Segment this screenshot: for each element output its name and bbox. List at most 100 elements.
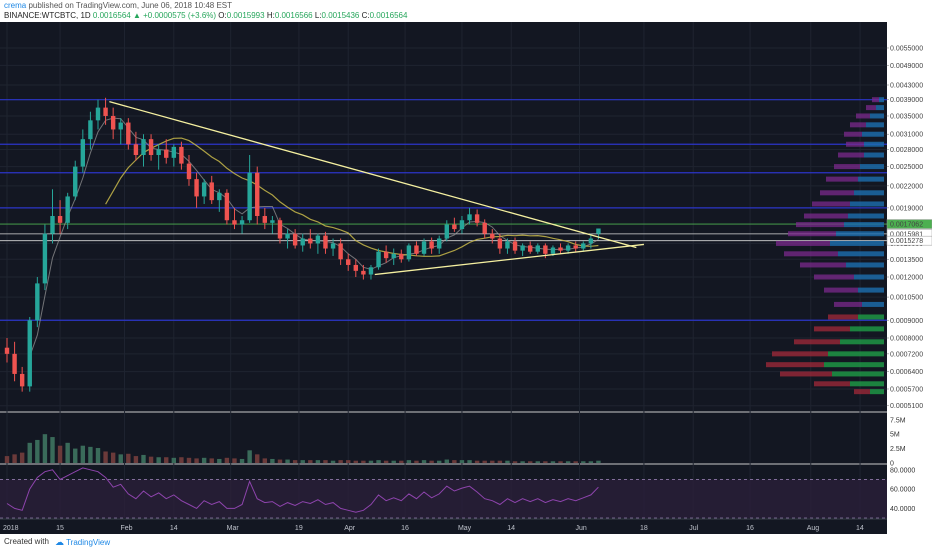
profile-bar-down [812, 201, 850, 207]
volume-bar [444, 459, 449, 463]
volume-bar [133, 456, 139, 463]
price-tick-label: 0.0007200 [890, 351, 923, 358]
candle-body [57, 216, 63, 223]
price-tick-label: 0.0005700 [890, 386, 923, 393]
ma-short-line [29, 117, 599, 357]
profile-bar-down [866, 105, 876, 111]
price-badge-label: 0.0015981 [890, 231, 923, 238]
profile-bar-down [834, 164, 860, 170]
open-label: O: [218, 11, 227, 20]
volume-bar [255, 454, 260, 463]
price-tick-label: 0.0005100 [890, 403, 923, 410]
time-tick-label: 14 [507, 525, 515, 532]
time-tick-label: May [458, 525, 472, 532]
volume-bar [12, 454, 17, 463]
profile-bar-up [876, 105, 884, 111]
price-axis[interactable]: 0.0055000 0.0049000 0.0043000 0.0039000 0.00… [887, 45, 923, 410]
candle-body [376, 251, 381, 268]
low-label: L: [314, 11, 322, 20]
profile-bar-up [879, 97, 884, 103]
profile-bar-up [858, 176, 884, 182]
profile-bar-down [780, 371, 832, 377]
candle-body [164, 149, 169, 158]
profile-bar-up [840, 339, 884, 345]
price-tick-label: 0.0039000 [890, 97, 923, 104]
candle-body [141, 139, 146, 156]
price-tick-label: 0.0012000 [890, 275, 923, 282]
profile-bar-down [850, 122, 866, 128]
high-label: H: [266, 11, 275, 20]
price-tick-label: 0.0031000 [890, 132, 923, 139]
volume-bar [148, 456, 154, 463]
trendlines[interactable] [109, 101, 645, 276]
candle-body [88, 120, 93, 140]
volume-tick-label: 7.5M [890, 417, 906, 424]
price-chart[interactable]: 0.0055000 0.0049000 0.0043000 0.0039000 0.00… [0, 22, 932, 534]
volume-bar [57, 445, 63, 463]
volume-bar [376, 460, 381, 463]
author-link[interactable]: crema [4, 1, 27, 10]
time-tick-label: 14 [170, 525, 178, 532]
profile-bar-up [854, 190, 884, 196]
rsi-tick-label: 40.0000 [890, 506, 915, 513]
volume-bar [35, 439, 40, 463]
tradingview-logo[interactable]: ☁ TradingView [55, 537, 110, 548]
profile-bar-up [864, 141, 884, 147]
volume-bar [141, 454, 146, 463]
profile-bar-down [826, 176, 858, 182]
price-tick-label: 0.0025000 [890, 164, 923, 171]
profile-bar-down [834, 301, 862, 307]
profile-bar-down [776, 240, 830, 246]
candle-body [565, 245, 571, 251]
volume-bar [429, 460, 434, 463]
volume-bar [4, 456, 10, 463]
volume-bar [520, 461, 525, 463]
volume-bar [414, 460, 419, 463]
volume-bar [73, 448, 78, 463]
ohlc-legend: BINANCE:WTCBTC, 1D 0.0016564 ▲ +0.000057… [4, 11, 407, 20]
candle-body [103, 107, 108, 116]
profile-bar-up [828, 351, 884, 357]
time-tick-label: 16 [746, 525, 754, 532]
candle-body [520, 245, 525, 251]
volume-bar [300, 460, 305, 463]
profile-bar-down [772, 351, 828, 357]
candle-body [224, 192, 230, 221]
rsi-tick-label: 60.0000 [890, 487, 915, 494]
volume-bar [497, 460, 503, 463]
time-tick-label: Jul [689, 525, 698, 532]
created-with: Created with [4, 537, 49, 546]
time-axis[interactable]: 2018 15 Feb 14 Mar 19 Apr 16 May 14 Jun 18 Jul 16 Aug 1… [3, 525, 864, 532]
time-tick-label: 18 [640, 525, 648, 532]
candle-body [490, 233, 495, 239]
volume-bar [467, 460, 472, 463]
profile-bar-down [846, 141, 864, 147]
rsi-line [6, 467, 599, 513]
candle-body [353, 264, 358, 271]
candle-body [209, 182, 214, 201]
price-tick-label: 0.0022000 [890, 183, 923, 190]
candle-body [399, 253, 404, 260]
volume-bar [581, 461, 586, 463]
candle-body [596, 228, 601, 234]
candle-body [277, 220, 283, 239]
volume-bar [459, 460, 465, 463]
volume-bar [186, 457, 192, 463]
profile-bar-down [828, 314, 858, 320]
open-value: 0.0015993 [226, 11, 265, 20]
volume-bar [118, 454, 123, 463]
candle-body [300, 238, 305, 246]
candle-body [543, 245, 548, 254]
volume-bar [512, 461, 518, 463]
candle-body [512, 241, 518, 251]
candle-body [330, 243, 336, 249]
volume-bar [126, 453, 131, 463]
price-change: ▲ +0.0000575 (+3.6%) [132, 11, 217, 20]
profile-bar-up [858, 287, 884, 293]
profile-bar-up [850, 381, 884, 387]
profile-bar-down [854, 389, 870, 395]
candle-body [558, 247, 563, 251]
volume-bar [391, 460, 396, 463]
candle-body [42, 233, 48, 284]
